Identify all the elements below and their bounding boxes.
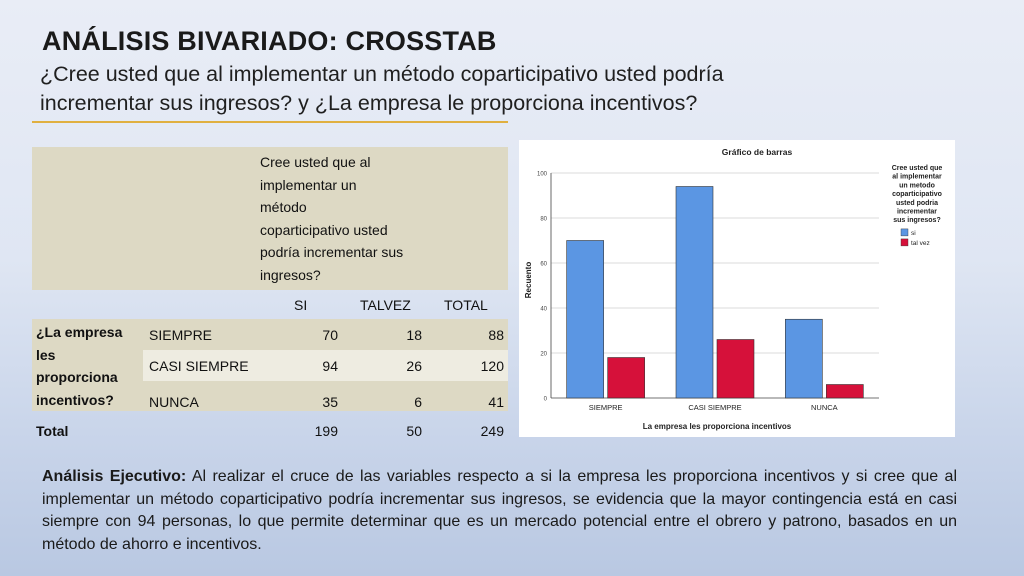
analysis-text: Al realizar el cruce de las variables re… <box>42 468 958 553</box>
chart-title: Gráfico de barras <box>722 147 793 157</box>
y-tick-label: 0 <box>544 397 548 403</box>
column-header-si: SI <box>294 297 308 313</box>
legend-title-line: incrementar <box>897 209 937 216</box>
column-header-total: TOTAL <box>444 297 488 313</box>
cell-talvez: 26 <box>406 358 422 374</box>
row-group-line: ¿La empresa <box>36 324 123 340</box>
column-header-talvez: TALVEZ <box>360 297 411 313</box>
legend-title-line: al implementar <box>892 174 942 181</box>
total-label: Total <box>36 423 69 439</box>
y-tick-label: 100 <box>537 172 548 178</box>
row-group-line: incentivos? <box>36 391 114 408</box>
legend-title-line: usted podria <box>896 200 938 207</box>
table-header-band <box>32 147 508 290</box>
row-label: SIEMPRE <box>149 327 213 343</box>
x-tick-label: CASI SIEMPRE <box>688 403 741 412</box>
bar-si-nunca <box>785 318 823 399</box>
legend-swatch <box>900 238 909 247</box>
bar-tal-vez-nunca <box>826 384 864 399</box>
table-row: CASI SIEMPRE 94 26 120 <box>32 350 508 381</box>
row-group-line: proporciona <box>36 369 118 385</box>
total-row: Total 199 50 249 <box>32 415 508 443</box>
total-total: 249 <box>480 423 504 439</box>
row-band <box>143 381 508 411</box>
legend-item-label: si <box>911 230 916 237</box>
bar-chart: Gráfico de barras 0 20 40 60 80 100 SIEMPRE CAS… <box>524 147 943 431</box>
table-row: NUNCA 35 6 41 <box>32 381 508 411</box>
row-group-band <box>32 319 143 411</box>
legend-swatch <box>900 228 909 237</box>
header-line: Cree usted que al <box>260 154 371 170</box>
x-tick-label: NUNCA <box>811 403 838 412</box>
row-label: CASI SIEMPRE <box>149 358 249 374</box>
x-tick-label: SIEMPRE <box>589 403 623 412</box>
cell-total: 88 <box>488 327 504 343</box>
title-underline <box>32 121 508 123</box>
cell-si: 94 <box>322 358 338 374</box>
cell-total: 120 <box>480 358 504 374</box>
row-group-label: ¿La empresa les proporciona incentivos? <box>36 321 144 411</box>
bar-chart-panel: Gráfico de barras 0 20 40 60 80 100 SIEMPRE CAS… <box>519 140 955 437</box>
total-talvez: 50 <box>406 423 422 439</box>
x-axis-label: La empresa les proporciona incentivos <box>643 422 792 431</box>
legend-title-line: sus ingresos? <box>893 217 940 224</box>
row-group-line: les <box>36 346 56 363</box>
cell-talvez: 18 <box>406 327 422 343</box>
header-line: podría incrementar sus <box>260 244 404 260</box>
y-tick-label: 20 <box>540 352 547 358</box>
bar-tal-vez-casi-siempre <box>716 339 755 399</box>
legend-title-line: un metodo <box>899 182 935 189</box>
y-tick-label: 40 <box>540 307 547 313</box>
y-tick-label: 80 <box>540 217 547 223</box>
row-label: NUNCA <box>149 394 199 410</box>
analysis-label: Análisis Ejecutivo: <box>42 468 187 485</box>
bar-si-casi-siempre <box>675 186 714 399</box>
row-band <box>143 350 508 381</box>
header-line: coparticipativo usted <box>260 221 388 238</box>
cell-talvez: 6 <box>414 394 422 410</box>
y-tick-label: 60 <box>540 262 547 268</box>
legend-title-line: coparticipativo <box>892 191 942 198</box>
bar-tal-vez-siempre <box>607 357 645 399</box>
legend-item-label: tal vez <box>911 240 930 247</box>
cell-total: 41 <box>488 394 504 410</box>
bar-si-siempre <box>566 240 604 399</box>
slide-title: ANÁLISIS BIVARIADO: CROSSTAB <box>42 26 497 56</box>
legend-title-line: Cree usted que <box>892 165 943 172</box>
cell-si: 35 <box>322 394 338 410</box>
row-band <box>143 319 508 350</box>
table-header-question: Cree usted que al implementar un método … <box>260 151 440 286</box>
cell-si: 70 <box>322 327 338 343</box>
y-axis-label: Recuento <box>524 262 533 299</box>
slide-subtitle: ¿Cree usted que al implementar un método… <box>40 62 724 115</box>
executive-analysis: Análisis Ejecutivo: Al realizar el cruce… <box>42 466 957 556</box>
table-row: SIEMPRE 70 18 88 <box>32 319 508 350</box>
header-line: método <box>260 199 307 215</box>
header-line: implementar un <box>260 176 357 193</box>
header-line: ingresos? <box>260 266 321 283</box>
total-si: 199 <box>314 423 338 439</box>
